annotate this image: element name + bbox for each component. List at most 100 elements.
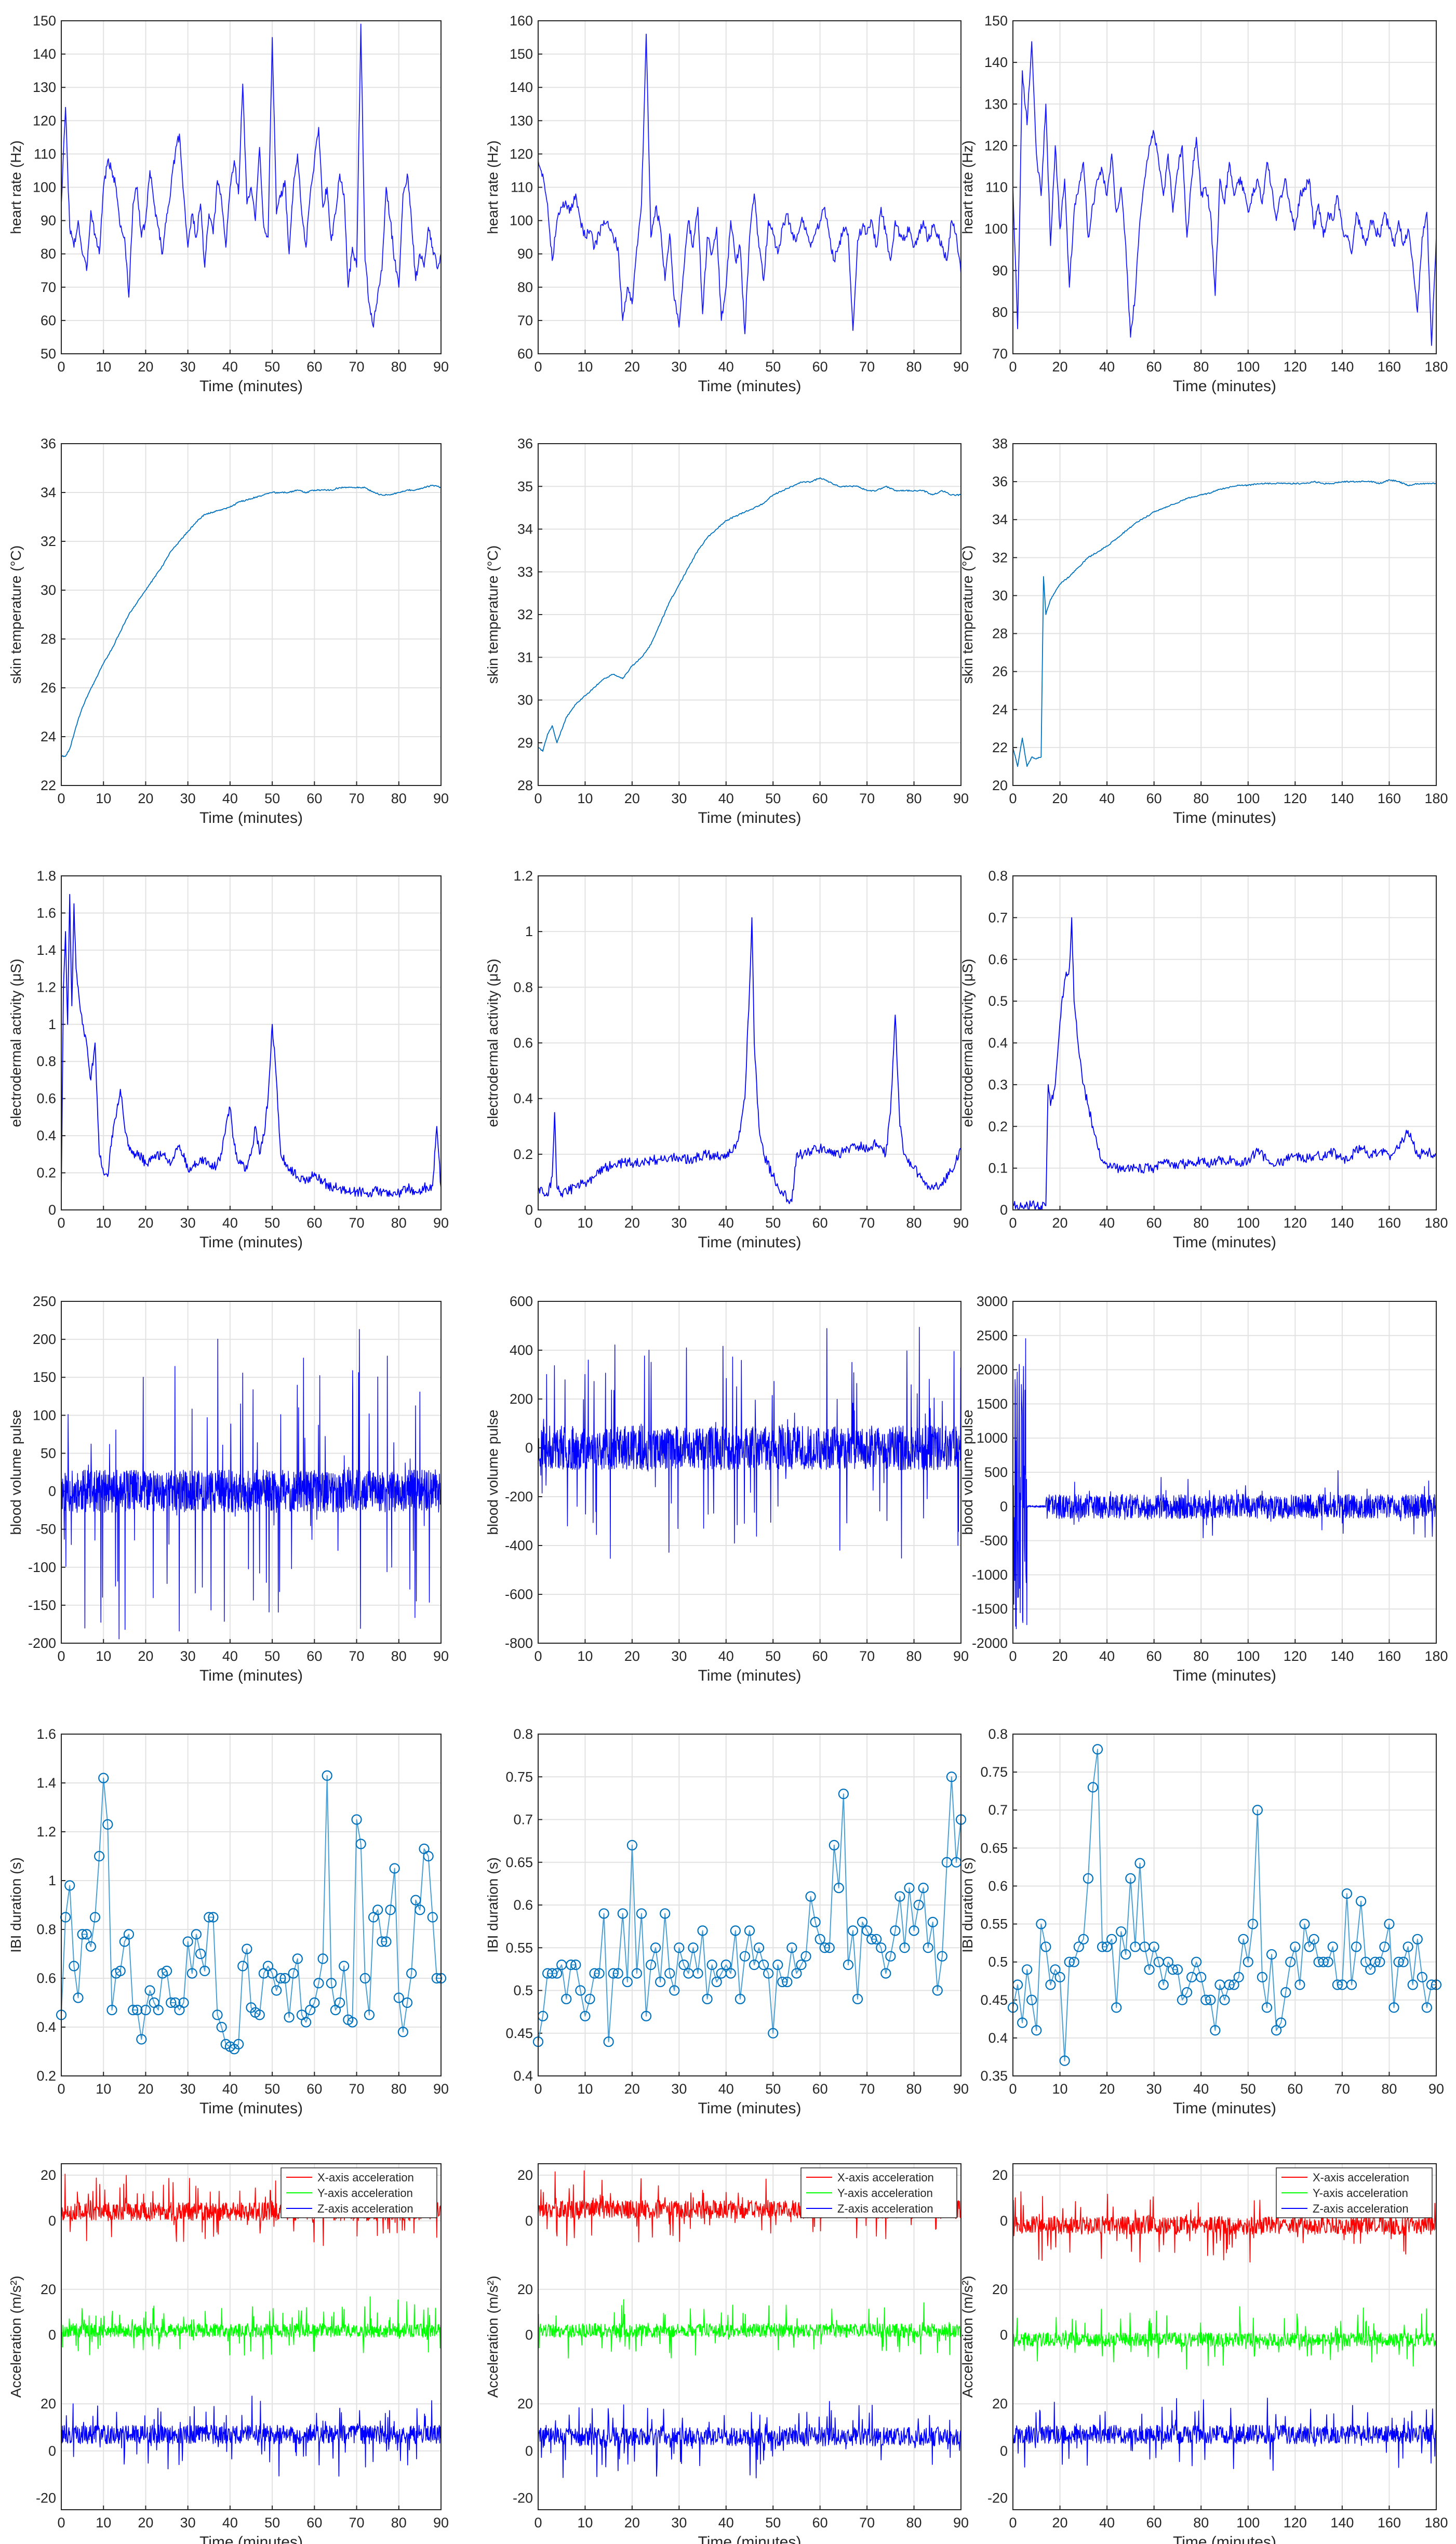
x-axis-label: Time (minutes) bbox=[698, 2100, 802, 2117]
ibi-point bbox=[927, 1916, 938, 1927]
y-tick-label: 0.4 bbox=[513, 2068, 533, 2084]
chart-eda3: 0 20 40 60 80 100 120 140 160 180 0 0.1 0.2 0.3 0.4 0.5… bbox=[959, 868, 1448, 1251]
y-tick-label: 0.75 bbox=[505, 1769, 533, 1784]
ibi-point bbox=[98, 1773, 109, 1783]
ibi-point bbox=[547, 1968, 558, 1979]
legend-label-x: X-axis acceleration bbox=[317, 2171, 414, 2184]
y-tick-label: 160 bbox=[510, 13, 533, 29]
y-tick-label: 0 bbox=[1000, 2213, 1008, 2229]
x-tick-label: 70 bbox=[349, 1215, 365, 1231]
ibi-point bbox=[1200, 1994, 1211, 2005]
ibi-point bbox=[768, 2028, 779, 2039]
x-tick-label: 80 bbox=[391, 1648, 407, 1664]
y-tick-label: 250 bbox=[33, 1294, 56, 1309]
ibi-point bbox=[730, 1925, 741, 1936]
ibi-point bbox=[1351, 1941, 1362, 1952]
ibi-series-line bbox=[538, 1776, 961, 2043]
y-tick-label: 0.4 bbox=[36, 1128, 56, 1143]
y-tick-label: 0 bbox=[1000, 1499, 1008, 1514]
ibi-point bbox=[1384, 1919, 1395, 1929]
ibi-point bbox=[275, 1973, 286, 1984]
ibi-point bbox=[153, 2005, 164, 2016]
ibi-point bbox=[1271, 2025, 1282, 2036]
ibi-point bbox=[1285, 1956, 1296, 1967]
ibi-point bbox=[385, 1904, 396, 1915]
y-axis-label: electrodermal activity (μS) bbox=[959, 958, 976, 1127]
x-tick-label: 70 bbox=[1334, 2081, 1350, 2097]
ibi-point bbox=[1017, 2017, 1028, 2028]
y-tick-label: 0.6 bbox=[513, 1897, 533, 1913]
y-axis-label: heart rate (Hz) bbox=[8, 140, 24, 234]
x-tick-label: 0 bbox=[534, 1215, 542, 1231]
ibi-point bbox=[216, 2021, 227, 2033]
y-tick-label: 100 bbox=[33, 180, 56, 195]
hr3-series bbox=[1013, 41, 1436, 346]
axes-box bbox=[61, 1301, 442, 1644]
ibi-point bbox=[186, 1968, 197, 1979]
x-axis-label: Time (minutes) bbox=[1173, 2100, 1276, 2117]
ibi-point bbox=[753, 1942, 765, 1953]
y-tick-label: 0.8 bbox=[36, 1922, 56, 1937]
y-tick-label: 0.6 bbox=[36, 1970, 56, 1986]
y-tick-label: -200 bbox=[28, 1635, 56, 1651]
axes-box bbox=[61, 2163, 442, 2510]
ibi-point bbox=[1276, 2017, 1287, 2028]
ibi-point bbox=[178, 1997, 189, 2008]
ibi-point bbox=[1252, 1805, 1263, 1816]
y-tick-label: 0.5 bbox=[513, 1983, 533, 1999]
y-tick-label: 0.2 bbox=[988, 1118, 1008, 1134]
x-tick-label: 140 bbox=[1330, 2515, 1354, 2530]
ibi-point bbox=[692, 1968, 703, 1979]
x-axis-label: Time (minutes) bbox=[199, 809, 303, 827]
ibi-point bbox=[288, 1968, 299, 1979]
ibi-point bbox=[402, 1997, 413, 2008]
ibi-point bbox=[1116, 1926, 1127, 1937]
y-tick-label: 36 bbox=[41, 436, 56, 451]
y-tick-label: 0.5 bbox=[988, 993, 1008, 1009]
y-tick-label: 70 bbox=[41, 279, 56, 295]
ibi-point bbox=[102, 1819, 113, 1830]
x-tick-label: 0 bbox=[534, 2081, 542, 2097]
x-tick-label: 160 bbox=[1378, 2515, 1401, 2530]
ibi-point bbox=[313, 1978, 324, 1989]
x-tick-label: 20 bbox=[624, 1215, 640, 1231]
y-tick-label: 150 bbox=[33, 1369, 56, 1385]
x-tick-label: 80 bbox=[391, 2515, 407, 2530]
x-tick-label: 70 bbox=[859, 791, 875, 806]
y-tick-label: 1000 bbox=[977, 1430, 1008, 1446]
ibi-point bbox=[1045, 1979, 1056, 1990]
x-tick-label: 60 bbox=[306, 359, 322, 375]
y-tick-label: 140 bbox=[33, 46, 56, 62]
x-tick-label: 60 bbox=[1287, 2081, 1303, 2097]
x-tick-label: 60 bbox=[1146, 1215, 1162, 1231]
plot-area bbox=[1013, 444, 1436, 785]
ibi-point bbox=[1059, 2055, 1070, 2066]
ibi-point bbox=[1068, 1956, 1079, 1967]
y-tick-label: 1 bbox=[48, 1017, 56, 1032]
y-tick-label: 3000 bbox=[977, 1294, 1008, 1309]
x-axis-label: Time (minutes) bbox=[698, 809, 802, 827]
x-tick-label: 20 bbox=[1099, 2081, 1115, 2097]
x-tick-label: 40 bbox=[718, 1648, 734, 1664]
ibi-point bbox=[237, 1961, 248, 1972]
ibi-point bbox=[584, 1993, 595, 2005]
ibi-point bbox=[377, 1936, 388, 1947]
ibi-point bbox=[254, 2009, 265, 2020]
x-tick-label: 40 bbox=[222, 2081, 238, 2097]
x-tick-label: 70 bbox=[859, 1215, 875, 1231]
ibi-point bbox=[410, 1895, 421, 1906]
ibi-point bbox=[1083, 1873, 1093, 1884]
y-tick-label: -20 bbox=[513, 2490, 533, 2506]
x-tick-label: 50 bbox=[765, 2515, 781, 2530]
y-tick-label: 0 bbox=[525, 1440, 533, 1456]
ibi-point bbox=[631, 1968, 643, 1979]
y-axis-label: Acceleration (m/s²) bbox=[959, 2276, 976, 2398]
ibi-point bbox=[594, 1968, 605, 1979]
x-tick-label: 0 bbox=[1009, 791, 1017, 806]
y-tick-label: 34 bbox=[992, 512, 1008, 527]
ibi-point bbox=[1294, 1979, 1305, 1990]
ibi-point bbox=[1064, 1956, 1075, 1967]
eda1-series bbox=[61, 894, 441, 1198]
x-tick-label: 30 bbox=[671, 2515, 687, 2530]
x-tick-label: 20 bbox=[1052, 2515, 1068, 2530]
